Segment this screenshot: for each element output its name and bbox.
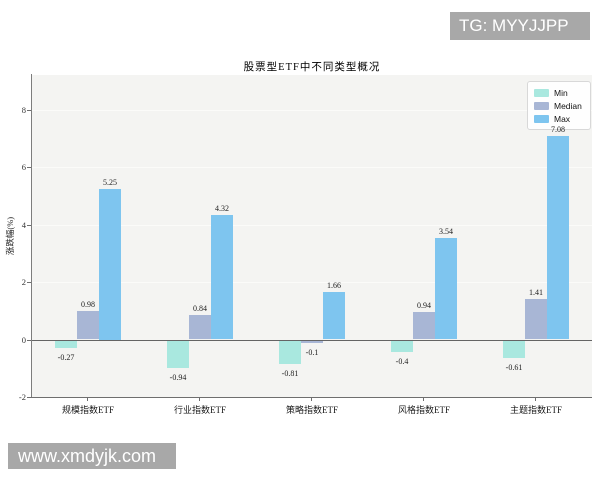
gridline: [32, 167, 592, 168]
y-tick-label: 8: [21, 104, 26, 115]
y-tick-mark: [27, 167, 31, 168]
x-category-label: 规模指数ETF: [61, 405, 114, 415]
x-tick-mark: [535, 397, 536, 401]
legend: Min Median Max: [527, 81, 591, 130]
bar-value-label: 3.54: [439, 226, 453, 236]
bar-value-label: -0.94: [169, 372, 187, 382]
bar-value-label: 7.08: [551, 124, 565, 134]
bar-value-label: 0.84: [193, 304, 207, 314]
legend-item-max: Max: [534, 112, 590, 125]
y-tick-mark: [27, 339, 31, 341]
bar-value-label: -0.61: [505, 363, 523, 373]
x-category-label: 风格指数ETF: [397, 405, 450, 415]
legend-item-min: Min: [534, 86, 590, 99]
gridline: [32, 109, 592, 111]
bar-median: [525, 298, 547, 340]
watermark-bottom-left: www.xmdyjk.com: [8, 443, 176, 469]
bar-value-label: 5.25: [103, 177, 117, 187]
x-tick-mark: [87, 397, 88, 401]
y-tick-mark: [27, 109, 31, 111]
plot-area: [32, 75, 592, 397]
bar-value-label: -0.1: [305, 348, 319, 358]
y-axis-spine: [31, 74, 32, 398]
bar-max: [99, 188, 121, 340]
bar-value-label: 0.98: [81, 300, 95, 310]
y-tick-label: -2: [18, 392, 26, 402]
bar-min: [167, 340, 189, 368]
legend-label: Median: [554, 100, 582, 111]
x-tick-mark: [423, 397, 424, 401]
x-category-label: 策略指数ETF: [285, 405, 338, 415]
gridline: [32, 224, 592, 226]
median-swatch: [534, 101, 549, 110]
bar-value-label: -0.27: [57, 353, 75, 363]
bar-median: [189, 315, 211, 340]
gridline: [32, 282, 592, 283]
x-category-label: 行业指数ETF: [173, 405, 226, 415]
bar-median: [301, 340, 323, 344]
bar-min: [55, 340, 77, 349]
x-category-label: 主题指数ETF: [509, 405, 562, 415]
bar-median: [413, 312, 435, 340]
bar-min: [279, 340, 301, 364]
bar-max: [547, 135, 569, 340]
x-tick-mark: [199, 397, 200, 401]
y-tick-label: 6: [21, 162, 26, 172]
bar-median: [77, 311, 99, 340]
chart-title: 股票型ETF中不同类型概况: [243, 62, 381, 73]
bar-value-label: -0.4: [395, 357, 409, 366]
max-swatch: [534, 114, 549, 123]
min-swatch: [534, 88, 549, 97]
bar-value-label: -0.81: [281, 368, 299, 378]
bar-value-label: 1.66: [327, 280, 341, 290]
zero-baseline: [32, 339, 592, 341]
bar-value-label: 0.94: [417, 301, 431, 311]
bar-max: [435, 237, 457, 340]
y-axis-label: 涨跌幅(%): [5, 216, 15, 256]
bar-min: [503, 340, 525, 359]
bar-value-label: 4.32: [215, 204, 229, 214]
bar-min: [391, 340, 413, 352]
bar-max: [211, 215, 233, 340]
watermark-top-right: TG: MYYJJPP: [450, 12, 590, 40]
bar-max: [323, 291, 345, 340]
y-tick-label: 4: [21, 219, 26, 230]
legend-label: Max: [554, 113, 571, 124]
y-tick-mark: [27, 224, 31, 226]
legend-item-median: Median: [534, 99, 590, 112]
x-tick-mark: [311, 397, 312, 401]
legend-label: Min: [554, 87, 568, 98]
y-tick-mark: [27, 397, 31, 398]
y-tick-mark: [27, 282, 31, 283]
bar-value-label: 1.41: [529, 287, 543, 297]
y-tick-label: 2: [21, 277, 26, 287]
y-tick-label: 0: [21, 334, 26, 345]
